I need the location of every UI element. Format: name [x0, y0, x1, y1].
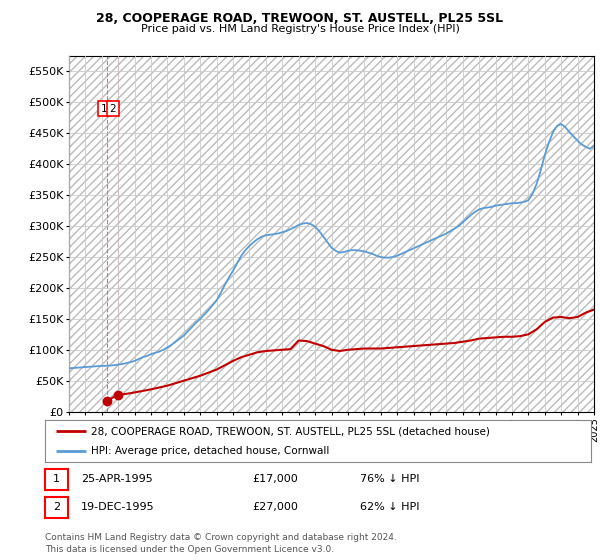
- Text: 76% ↓ HPI: 76% ↓ HPI: [360, 474, 419, 484]
- Text: 25-APR-1995: 25-APR-1995: [81, 474, 153, 484]
- Text: 62% ↓ HPI: 62% ↓ HPI: [360, 502, 419, 512]
- Text: 2: 2: [109, 104, 116, 114]
- Text: 28, COOPERAGE ROAD, TREWOON, ST. AUSTELL, PL25 5SL (detached house): 28, COOPERAGE ROAD, TREWOON, ST. AUSTELL…: [91, 426, 490, 436]
- Text: 28, COOPERAGE ROAD, TREWOON, ST. AUSTELL, PL25 5SL: 28, COOPERAGE ROAD, TREWOON, ST. AUSTELL…: [97, 12, 503, 25]
- Text: 1: 1: [101, 104, 107, 114]
- Text: £27,000: £27,000: [252, 502, 298, 512]
- Text: 19-DEC-1995: 19-DEC-1995: [81, 502, 155, 512]
- Text: 1: 1: [53, 474, 60, 484]
- Text: £17,000: £17,000: [252, 474, 298, 484]
- Text: Price paid vs. HM Land Registry's House Price Index (HPI): Price paid vs. HM Land Registry's House …: [140, 24, 460, 34]
- Text: Contains HM Land Registry data © Crown copyright and database right 2024.
This d: Contains HM Land Registry data © Crown c…: [45, 533, 397, 554]
- Text: HPI: Average price, detached house, Cornwall: HPI: Average price, detached house, Corn…: [91, 446, 330, 456]
- Text: 2: 2: [53, 502, 60, 512]
